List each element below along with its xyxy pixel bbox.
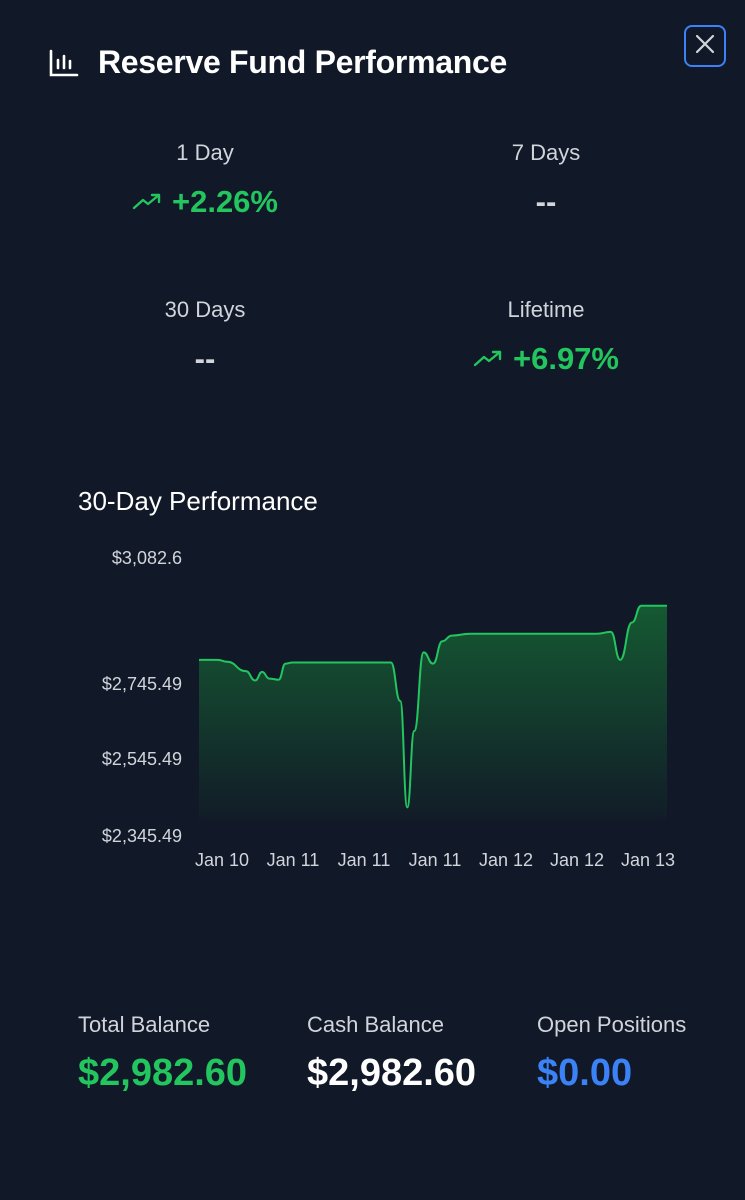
cash-balance: Cash Balance $2,982.60 (307, 1010, 477, 1095)
page-title: Reserve Fund Performance (98, 44, 507, 80)
x-tick-label: Jan 13 (621, 850, 675, 870)
stat-value: -- (194, 341, 216, 376)
x-tick-label: Jan 12 (479, 850, 533, 870)
chart-title: 30-Day Performance (78, 486, 318, 516)
trending-up-icon (132, 192, 162, 212)
x-tick-label: Jan 12 (550, 850, 604, 870)
y-tick-label: $2,345.49 (102, 826, 182, 846)
x-tick-label: Jan 11 (338, 850, 391, 870)
open-positions: Open Positions $0.00 (537, 1010, 707, 1095)
x-tick-label: Jan 11 (409, 850, 462, 870)
stat-label: 30 Days (164, 297, 246, 322)
y-tick-label: $2,745.49 (102, 674, 182, 694)
x-tick-label: Jan 10 (195, 850, 249, 870)
balance-label: Open Positions (537, 1012, 687, 1037)
stat-label: 1 Day (176, 140, 234, 165)
header: Reserve Fund Performance (48, 44, 507, 81)
stat-lifetime: Lifetime +6.97% (376, 297, 716, 377)
stat-value: +2.26% (171, 184, 278, 219)
y-tick-label: $2,545.49 (102, 749, 182, 769)
stat-value: +6.97% (512, 341, 619, 376)
x-tick-label: Jan 11 (267, 850, 320, 870)
stat-30-days: 30 Days -- (35, 297, 375, 377)
bar-chart-icon (48, 47, 80, 79)
stat-value: -- (535, 184, 557, 219)
chart-area-fill (199, 605, 667, 820)
stat-1-day: 1 Day +2.26% (35, 140, 375, 220)
balance-value: $2,982.60 (307, 1052, 477, 1094)
total-balance: Total Balance $2,982.60 (78, 1010, 248, 1095)
stat-label: 7 Days (511, 140, 581, 165)
chart-series-line (199, 604, 667, 809)
balance-value: $2,982.60 (78, 1052, 248, 1094)
balance-label: Total Balance (78, 1012, 211, 1037)
close-icon (694, 33, 716, 60)
stat-7-days: 7 Days -- (376, 140, 716, 220)
close-button[interactable] (684, 25, 726, 67)
balance-label: Cash Balance (307, 1012, 444, 1037)
performance-chart: $3,082.6 $2,745.49 $2,545.49 $2,345.49 Jan 1… (102, 548, 675, 870)
trending-up-icon (473, 349, 503, 369)
y-tick-label: $3,082.6 (112, 548, 182, 568)
balance-value: $0.00 (537, 1052, 633, 1094)
stat-label: Lifetime (507, 297, 585, 322)
